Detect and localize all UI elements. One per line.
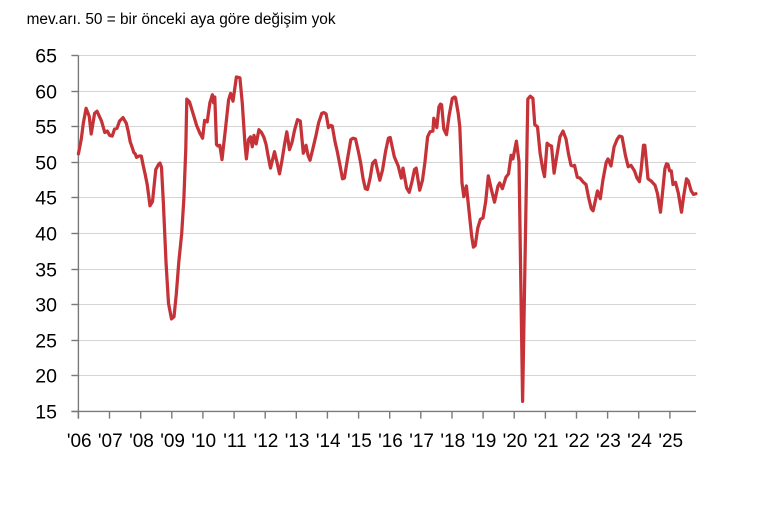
svg-text:'21: '21 bbox=[534, 431, 559, 452]
svg-text:30: 30 bbox=[35, 294, 57, 316]
svg-text:'15: '15 bbox=[347, 431, 372, 452]
svg-text:'08: '08 bbox=[129, 431, 154, 452]
svg-text:55: 55 bbox=[35, 116, 57, 138]
svg-text:'09: '09 bbox=[160, 431, 185, 452]
svg-text:50: 50 bbox=[35, 152, 57, 174]
svg-text:'10: '10 bbox=[191, 431, 216, 452]
svg-text:'13: '13 bbox=[285, 431, 310, 452]
svg-text:'20: '20 bbox=[503, 431, 528, 452]
svg-text:'11: '11 bbox=[223, 431, 246, 452]
svg-text:'18: '18 bbox=[440, 431, 465, 452]
svg-text:'16: '16 bbox=[378, 431, 403, 452]
svg-text:35: 35 bbox=[35, 259, 57, 281]
svg-text:'25: '25 bbox=[658, 431, 683, 452]
svg-text:'19: '19 bbox=[472, 431, 497, 452]
svg-text:'06: '06 bbox=[67, 431, 92, 452]
svg-text:65: 65 bbox=[35, 45, 57, 67]
svg-text:45: 45 bbox=[35, 187, 57, 209]
svg-text:'17: '17 bbox=[409, 431, 434, 452]
svg-text:40: 40 bbox=[35, 223, 57, 245]
svg-text:'12: '12 bbox=[254, 431, 279, 452]
svg-text:'14: '14 bbox=[316, 431, 341, 452]
svg-text:'07: '07 bbox=[98, 431, 123, 452]
svg-text:15: 15 bbox=[35, 401, 57, 423]
svg-text:20: 20 bbox=[35, 365, 57, 387]
svg-text:mev.arı. 50 = bir önceki aya g: mev.arı. 50 = bir önceki aya göre değişi… bbox=[27, 11, 336, 28]
svg-text:60: 60 bbox=[35, 81, 57, 103]
svg-text:'23: '23 bbox=[596, 431, 621, 452]
svg-text:'24: '24 bbox=[627, 431, 652, 452]
svg-text:'22: '22 bbox=[565, 431, 590, 452]
svg-text:25: 25 bbox=[35, 330, 57, 352]
